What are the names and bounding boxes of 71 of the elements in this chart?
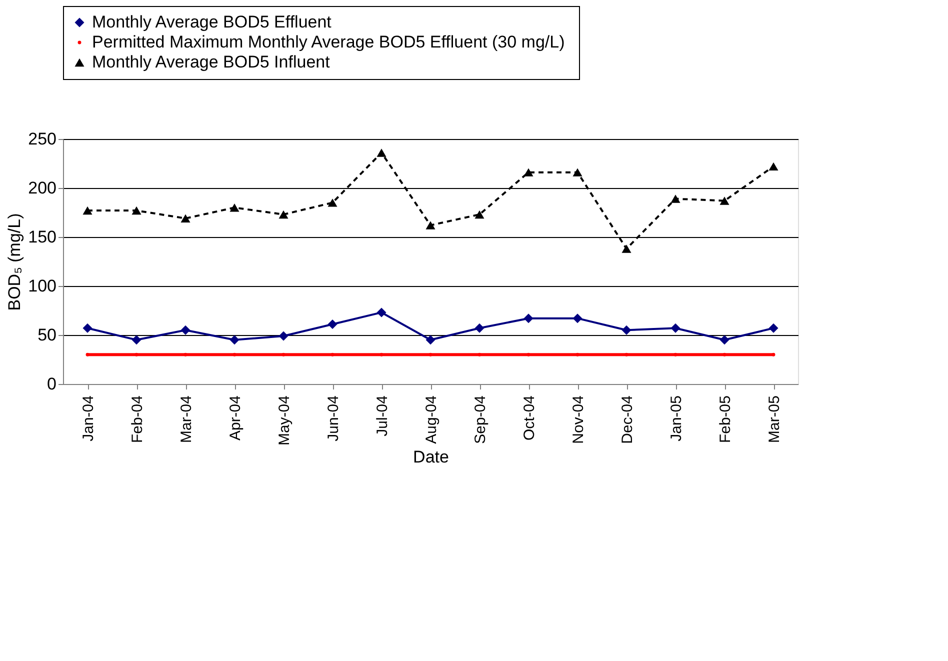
point	[478, 352, 482, 356]
point	[380, 352, 384, 356]
x-tick-label: Aug-04	[423, 396, 440, 444]
point	[134, 352, 138, 356]
y-tick-label: 150	[28, 228, 56, 246]
x-tick-label: Apr-04	[227, 396, 244, 441]
x-tick-label: Jan-05	[668, 396, 685, 442]
x-tick-label: Sep-04	[472, 396, 489, 444]
point	[474, 323, 484, 333]
legend-label: Permitted Maximum Monthly Average BOD5 Effluent (30 mg/L)	[92, 32, 565, 52]
point	[328, 319, 338, 329]
point	[524, 168, 534, 176]
point	[572, 314, 582, 324]
point	[330, 352, 334, 356]
y-tick-label: 200	[28, 178, 56, 198]
x-tick-label: Jun-04	[325, 396, 342, 442]
point	[720, 196, 730, 205]
legend-label: Monthly Average BOD5 Effluent	[92, 12, 332, 32]
x-tick-label: Feb-04	[129, 396, 146, 444]
point	[282, 352, 286, 356]
point	[426, 335, 436, 345]
point	[624, 352, 628, 356]
y-tick-label: 50	[38, 326, 56, 344]
point	[232, 352, 236, 356]
point	[474, 210, 484, 219]
point	[82, 206, 92, 215]
point	[670, 323, 680, 333]
point	[328, 198, 338, 207]
x-tick-label: Dec-04	[619, 396, 636, 444]
x-tick-label: Jul-04	[374, 396, 391, 436]
point	[674, 352, 678, 356]
x-tick-label: May-04	[276, 396, 293, 446]
point	[376, 308, 386, 318]
point	[132, 335, 142, 345]
point	[180, 325, 190, 335]
point	[670, 194, 680, 203]
x-tick-label: Nov-04	[570, 396, 587, 444]
x-tick-label: Mar-05	[766, 396, 783, 444]
point	[576, 352, 580, 356]
point	[82, 323, 92, 333]
x-tick-label: Oct-04	[521, 396, 538, 441]
y-tick-label: 100	[28, 276, 56, 296]
y-tick-label: 250	[28, 130, 56, 148]
point	[722, 352, 726, 356]
point	[278, 210, 288, 219]
y-axis-title: BOD₅ (mg/L)	[5, 213, 24, 311]
point	[426, 221, 436, 230]
point	[772, 352, 776, 356]
point	[720, 335, 730, 345]
legend-label: Monthly Average BOD5 Influent	[92, 52, 330, 72]
point	[230, 203, 240, 212]
point	[622, 244, 632, 253]
point	[524, 314, 534, 324]
point	[768, 162, 778, 171]
point	[278, 331, 288, 341]
point	[376, 148, 386, 157]
x-tick-label: Mar-04	[178, 396, 195, 444]
x-tick-label: Jan-04	[80, 396, 97, 442]
point	[428, 352, 432, 356]
point	[622, 325, 632, 335]
point	[572, 168, 582, 176]
point	[768, 323, 778, 333]
point	[180, 214, 190, 222]
point	[184, 352, 188, 356]
x-axis-title: Date	[413, 448, 449, 467]
point	[230, 335, 240, 345]
x-tick-label: Feb-05	[717, 396, 734, 444]
point	[86, 352, 90, 356]
point	[526, 352, 530, 356]
y-tick-label: 0	[47, 374, 56, 394]
point	[132, 206, 142, 215]
